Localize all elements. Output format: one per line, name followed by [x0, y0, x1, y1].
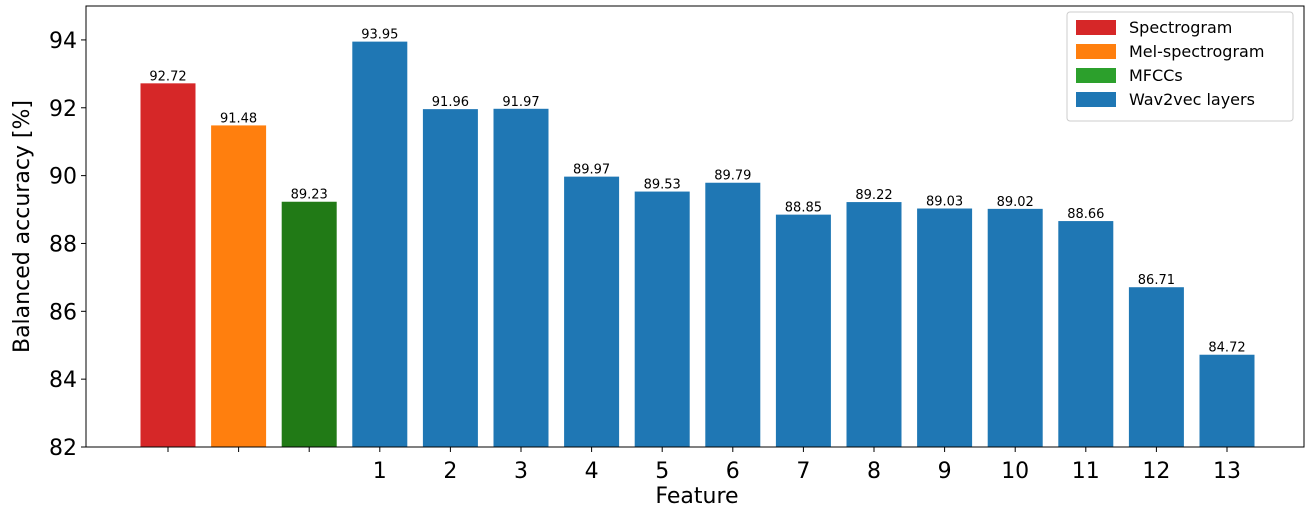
- legend-box: [1066, 11, 1294, 122]
- bar-7: [634, 191, 690, 447]
- x-ticks-group: 1 2 3 4 5 6 7 8 9 10 11 12 13: [167, 447, 1241, 484]
- bars-group: [140, 41, 1255, 448]
- data-label-8: 89.79: [714, 169, 751, 184]
- bar-4: [422, 109, 478, 447]
- bar-12: [987, 208, 1043, 447]
- data-label-12: 89.02: [997, 195, 1034, 210]
- x-tick-label-12: 10: [1001, 459, 1029, 484]
- legend-label-3: Wav2vec layers: [1129, 90, 1255, 109]
- legend-label-2: MFCCs: [1129, 66, 1183, 85]
- data-label-13: 88.66: [1067, 207, 1104, 222]
- axes-group: [85, 5, 1305, 448]
- y-axis-title: Balanced accuracy [%]: [10, 100, 35, 353]
- data-label-4: 91.96: [432, 95, 469, 110]
- data-label-10: 89.22: [855, 188, 892, 203]
- bar-11: [917, 208, 973, 447]
- x-tick-label-10: 8: [867, 459, 881, 484]
- y-tick-label-1: 84: [49, 368, 77, 393]
- data-label-14: 86.71: [1138, 273, 1175, 288]
- bar-8: [705, 182, 761, 448]
- data-label-6: 89.97: [573, 163, 610, 178]
- data-label-15: 84.72: [1208, 341, 1245, 356]
- y-tick-label-6: 94: [49, 29, 77, 54]
- data-label-3: 93.95: [361, 28, 398, 43]
- x-tick-label-8: 6: [726, 459, 740, 484]
- data-label-5: 91.97: [502, 95, 539, 110]
- x-tick-label-11: 9: [938, 459, 952, 484]
- y-tick-label-5: 92: [49, 97, 77, 122]
- data-labels-group: 92.72 91.48 89.23 93.95 91.96 91.97 89.97 89.53…: [149, 28, 1245, 356]
- y-ticks-group: 82 84 86 88 90 92 94: [49, 29, 86, 461]
- data-label-9: 88.85: [785, 201, 822, 216]
- legend-label-1: Mel-spectrogram: [1129, 42, 1264, 61]
- x-tick-label-9: 7: [796, 459, 810, 484]
- x-tick-label-6: 4: [585, 459, 599, 484]
- legend-label-0: Spectrogram: [1129, 18, 1232, 37]
- bar-6: [564, 176, 620, 447]
- legend-swatch-3: [1076, 92, 1116, 107]
- x-tick-label-13: 11: [1072, 459, 1100, 484]
- bar-15: [1199, 354, 1255, 447]
- axes-frame: [85, 5, 1305, 448]
- bar-3: [352, 41, 408, 448]
- x-tick-label-7: 5: [655, 459, 669, 484]
- x-axis-title: Feature: [655, 484, 738, 508]
- x-tick-label-3: 1: [373, 459, 387, 484]
- legend-swatch-2: [1076, 68, 1116, 83]
- data-label-11: 89.03: [926, 195, 963, 210]
- y-tick-label-3: 88: [49, 232, 77, 257]
- y-tick-label-0: 82: [49, 436, 77, 461]
- x-tick-label-15: 13: [1213, 459, 1241, 484]
- x-tick-label-14: 12: [1142, 459, 1170, 484]
- bar-9: [775, 214, 831, 447]
- data-label-7: 89.53: [644, 178, 681, 193]
- bar-5: [493, 108, 549, 447]
- data-label-1: 91.48: [220, 111, 257, 126]
- x-tick-label-4: 2: [443, 459, 457, 484]
- bar-10: [846, 202, 902, 447]
- bar-13: [1058, 221, 1114, 447]
- bar-14: [1128, 287, 1184, 447]
- legend: Spectrogram Mel-spectrogram MFCCs Wav2vec l…: [1066, 11, 1294, 122]
- bar-2: [281, 201, 337, 447]
- data-label-0: 92.72: [149, 69, 186, 84]
- data-label-2: 89.23: [291, 188, 328, 203]
- y-tick-label-2: 86: [49, 300, 77, 325]
- legend-swatch-1: [1076, 44, 1116, 59]
- y-tick-label-4: 90: [49, 165, 77, 190]
- x-tick-label-5: 3: [514, 459, 528, 484]
- legend-swatch-0: [1076, 20, 1116, 35]
- bar-1: [211, 125, 267, 447]
- bar-0: [140, 83, 196, 447]
